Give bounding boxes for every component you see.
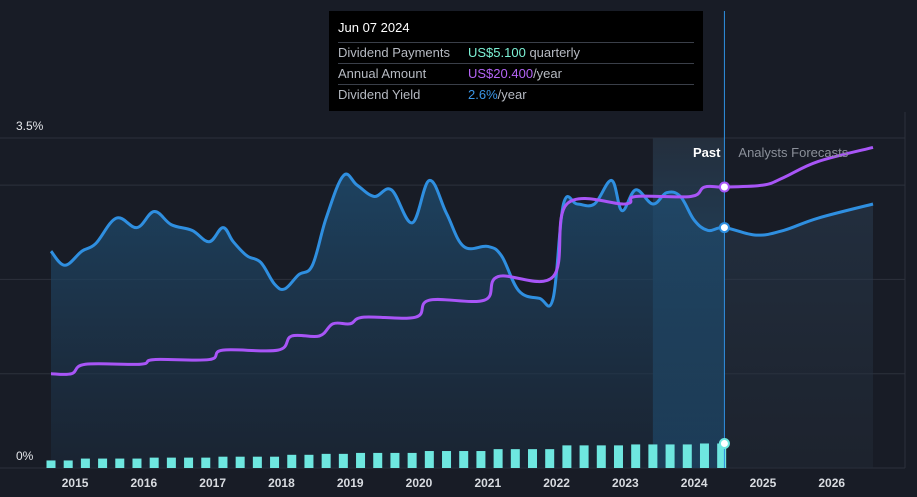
dividend-bar (476, 451, 486, 468)
dividend-bar (699, 443, 709, 468)
tooltip-label: Dividend Yield (338, 87, 421, 102)
dividend-bar (493, 449, 503, 468)
dividend-bar (631, 444, 641, 468)
dividend-bar (270, 456, 280, 468)
past-label: Past (693, 145, 721, 160)
annual-amount-marker (718, 181, 730, 193)
x-tick-label: 2022 (543, 476, 570, 490)
dividend-bar (613, 445, 623, 468)
dividend-bar (201, 457, 211, 468)
dividend-bar (252, 456, 262, 468)
dividend-bar-marker (718, 437, 730, 449)
dividend-bar (459, 451, 469, 468)
tooltip-suffix: quarterly (525, 45, 581, 60)
x-tick-label: 2016 (131, 476, 158, 490)
dividend-bar (184, 457, 194, 468)
dividend-bar (665, 444, 675, 468)
x-tick-label: 2017 (199, 476, 226, 490)
dividend-bar (98, 458, 108, 468)
dividend-bar (545, 449, 555, 468)
tooltip: Jun 07 2024 Dividend Payments US$5.100 q… (329, 11, 703, 111)
tooltip-suffix: /year (497, 87, 527, 102)
dividend-bar (304, 454, 314, 468)
dividend-bar (596, 445, 606, 468)
x-tick-label: 2023 (612, 476, 639, 490)
x-tick-label: 2021 (474, 476, 501, 490)
dividend-bar (356, 452, 366, 468)
yield-marker (718, 222, 730, 234)
dividend-bar (510, 449, 520, 468)
cursor-markers (718, 181, 730, 449)
dividend-bar (235, 456, 245, 468)
yield-area-forecast (724, 204, 873, 468)
dividend-bar (648, 444, 658, 468)
dividend-bar (424, 451, 434, 468)
dividend-bar (149, 457, 159, 468)
dividend-payment-bars (46, 443, 727, 468)
x-tick-label: 2025 (750, 476, 777, 490)
y-tick-label: 0% (16, 449, 34, 463)
yield-area-past (51, 174, 725, 468)
dividend-bar (218, 456, 228, 468)
dividend-bar (528, 449, 538, 468)
dividend-bar (46, 460, 56, 468)
dividend-bar (579, 445, 589, 468)
x-tick-label: 2018 (268, 476, 295, 490)
dividend-bar (562, 445, 572, 468)
yield-line (49, 172, 874, 308)
dividend-bar (80, 458, 90, 468)
dividend-bar (63, 460, 73, 468)
dividend-bar (717, 443, 727, 468)
y-axis: 3.5% 0% (16, 119, 44, 463)
tooltip-row-annual-amount: Annual Amount US$20.400 /year (338, 63, 694, 84)
tooltip-value: 2.6% (468, 87, 498, 102)
x-tick-label: 2026 (818, 476, 845, 490)
tooltip-value: US$20.400 (468, 66, 534, 81)
x-axis: 2015 2016 2017 2018 2019 2020 2021 2022 2023 2024… (62, 476, 846, 490)
tooltip-value: US$5.100 (468, 45, 526, 60)
dividend-bar (115, 458, 125, 468)
yield-area (51, 174, 873, 468)
x-tick-label: 2015 (62, 476, 89, 490)
dividend-bar (390, 452, 400, 468)
forecast-label: Analysts Forecasts (738, 145, 848, 160)
annual-amount-line (50, 145, 874, 376)
dividend-bar (407, 452, 417, 468)
tooltip-label: Dividend Payments (338, 45, 450, 60)
dividend-bar (166, 457, 176, 468)
x-tick-label: 2020 (406, 476, 433, 490)
series-lines (49, 145, 874, 376)
tooltip-label: Annual Amount (338, 66, 427, 81)
dividend-bar (338, 453, 348, 468)
dividend-bar (682, 444, 692, 468)
x-tick-label: 2019 (337, 476, 364, 490)
dividend-bar (442, 451, 452, 468)
y-tick-label: 3.5% (16, 119, 44, 133)
tooltip-row-dividend-yield: Dividend Yield 2.6% /year (338, 84, 694, 105)
dividend-bar (373, 452, 383, 468)
dividend-bar (132, 458, 142, 468)
tooltip-row-dividend-payments: Dividend Payments US$5.100 quarterly (338, 42, 694, 63)
tooltip-suffix: /year (533, 66, 562, 81)
tooltip-date: Jun 07 2024 (338, 20, 410, 35)
dividend-bar (321, 453, 331, 468)
x-tick-label: 2024 (681, 476, 708, 490)
dividend-bar (287, 454, 297, 468)
